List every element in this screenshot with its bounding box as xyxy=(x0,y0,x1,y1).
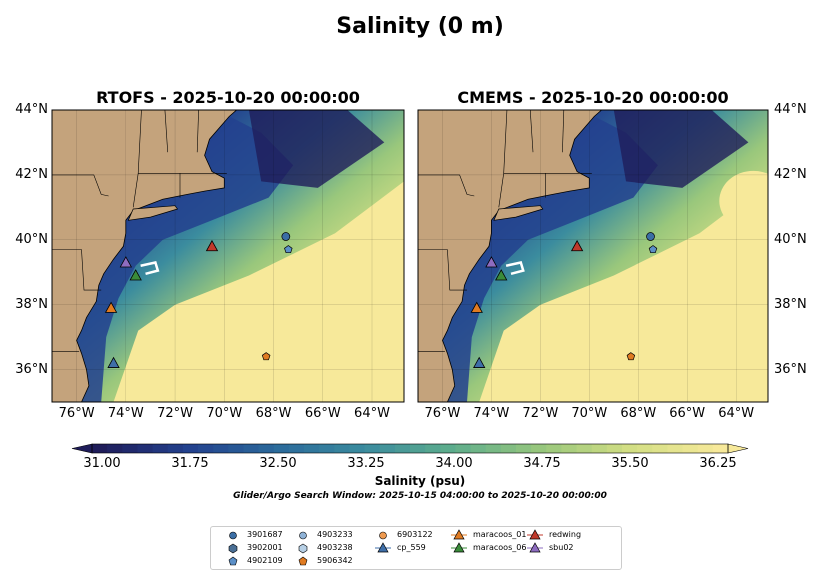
lat-label: 42°N xyxy=(15,166,48,182)
marker-cp_559-rtofs xyxy=(107,356,120,368)
lon-label: 68°W xyxy=(620,406,657,421)
figure-title: Salinity (0 m) xyxy=(336,14,504,39)
lon-label: 66°W xyxy=(669,406,706,421)
legend-label: redwing xyxy=(549,530,582,539)
legend-marker-icon xyxy=(228,556,238,566)
legend-item-4903233: 4903233 xyxy=(299,530,353,540)
land xyxy=(52,110,238,402)
lon-label: 68°W xyxy=(255,406,292,421)
legend-item-cp_559: cp_559 xyxy=(375,542,426,553)
legend-marker-icon xyxy=(379,531,387,540)
legend-item-3901687: 3901687 xyxy=(229,530,283,540)
marker-maracoos_01-cmems xyxy=(470,301,483,313)
colorbar-label: Salinity (psu) xyxy=(374,474,466,488)
marker-redwing-rtofs xyxy=(205,239,219,252)
legend-marker-icon xyxy=(298,556,308,566)
legend-marker-icon xyxy=(298,543,308,554)
marker-cp_559-cmems xyxy=(473,356,486,368)
marker-5906342-cmems xyxy=(626,352,636,361)
colorbar-tick-label: 34.00 xyxy=(435,456,473,471)
glider-track xyxy=(505,261,525,276)
colorbar-tick-label: 34.75 xyxy=(523,456,561,471)
panel-title-cmems: CMEMS - 2025-10-20 00:00:00 xyxy=(457,88,729,107)
land xyxy=(418,110,603,402)
colorbar-tick-label: 32.50 xyxy=(259,456,297,471)
lat-label: 40°N xyxy=(15,231,48,247)
legend-item-sbu02: sbu02 xyxy=(527,542,574,553)
legend-item-maracoos_01: maracoos_01 xyxy=(451,529,527,540)
legend-item-maracoos_06: maracoos_06 xyxy=(451,542,527,553)
lon-label: 64°W xyxy=(718,406,755,421)
legend-label: 6903122 xyxy=(397,530,433,539)
marker-3901687-rtofs xyxy=(281,232,291,241)
legend-label: 3901687 xyxy=(247,530,283,539)
lon-label: 74°W xyxy=(473,406,510,421)
legend-marker-icon xyxy=(229,531,237,540)
colorbar-tick-label: 33.25 xyxy=(347,456,385,471)
legend-marker-icon xyxy=(228,543,238,554)
legend-label: 5906342 xyxy=(317,556,353,565)
legend-marker-icon xyxy=(375,542,391,553)
lon-label: 66°W xyxy=(304,406,341,421)
glider-track xyxy=(140,261,160,276)
marker-maracoos_06-cmems xyxy=(495,269,508,281)
colorbar-tick-label: 35.50 xyxy=(611,456,649,471)
colorbar-tick-label: 36.25 xyxy=(699,456,737,471)
lat-label: 36°N xyxy=(774,361,807,377)
lon-label: 72°W xyxy=(157,406,194,421)
marker-redwing-cmems xyxy=(570,239,584,252)
legend-marker-icon xyxy=(527,529,543,540)
marker-3901687-cmems xyxy=(646,232,655,241)
lon-label: 76°W xyxy=(424,406,461,421)
legend-label: 4902109 xyxy=(247,556,283,565)
legend-marker-icon xyxy=(527,542,543,553)
colorbar-tick-label: 31.00 xyxy=(83,456,121,471)
marker-sbu02-rtofs xyxy=(119,256,133,268)
marker-5906342-rtofs xyxy=(261,352,271,361)
rtofs-map xyxy=(51,109,405,403)
lat-label: 36°N xyxy=(15,361,48,377)
lon-label: 64°W xyxy=(354,406,390,421)
marker-sbu02-cmems xyxy=(485,256,498,268)
cmems-map xyxy=(417,109,769,403)
legend-marker-icon xyxy=(451,542,467,553)
marker-4902109-rtofs xyxy=(284,245,293,254)
colorbar xyxy=(71,443,749,454)
legend-marker-icon xyxy=(299,531,307,540)
legend-label: 3902001 xyxy=(247,543,283,552)
lon-label: 70°W xyxy=(571,406,608,421)
lon-label: 74°W xyxy=(107,406,144,421)
marker-maracoos_01-rtofs xyxy=(104,301,118,313)
legend-label: maracoos_01 xyxy=(473,530,527,539)
lon-label: 70°W xyxy=(206,406,243,421)
colorbar-tick-label: 31.75 xyxy=(171,456,209,471)
legend-label: 4903238 xyxy=(317,543,353,552)
legend-item-4902109: 4902109 xyxy=(228,556,283,566)
legend-item-5906342: 5906342 xyxy=(298,556,353,566)
lat-label: 38°N xyxy=(15,296,48,312)
legend-item-4903238: 4903238 xyxy=(298,543,353,554)
legend-label: sbu02 xyxy=(549,543,574,552)
marker-maracoos_06-rtofs xyxy=(129,269,142,281)
lon-label: 72°W xyxy=(522,406,559,421)
marker-4902109-cmems xyxy=(648,245,658,254)
search-window-text: Glider/Argo Search Window: 2025-10-15 04… xyxy=(233,491,607,501)
panel-title-rtofs: RTOFS - 2025-10-20 00:00:00 xyxy=(96,88,360,107)
legend-item-redwing: redwing xyxy=(527,529,582,540)
legend-label: maracoos_06 xyxy=(473,543,527,552)
legend-marker-icon xyxy=(451,529,467,540)
lat-label: 40°N xyxy=(774,231,807,247)
lat-label: 38°N xyxy=(774,296,807,312)
lat-label: 42°N xyxy=(774,166,807,182)
platform-legend: 3901687 3902001 4902109 4903233 4903238 59063… xyxy=(210,526,622,570)
legend-label: 4903233 xyxy=(317,530,353,539)
lat-label: 44°N xyxy=(15,102,48,117)
lat-label: 44°N xyxy=(774,102,807,117)
lon-label: 76°W xyxy=(58,406,95,421)
legend-label: cp_559 xyxy=(397,543,426,552)
legend-item-6903122: 6903122 xyxy=(379,530,433,540)
legend-item-3902001: 3902001 xyxy=(228,543,283,554)
